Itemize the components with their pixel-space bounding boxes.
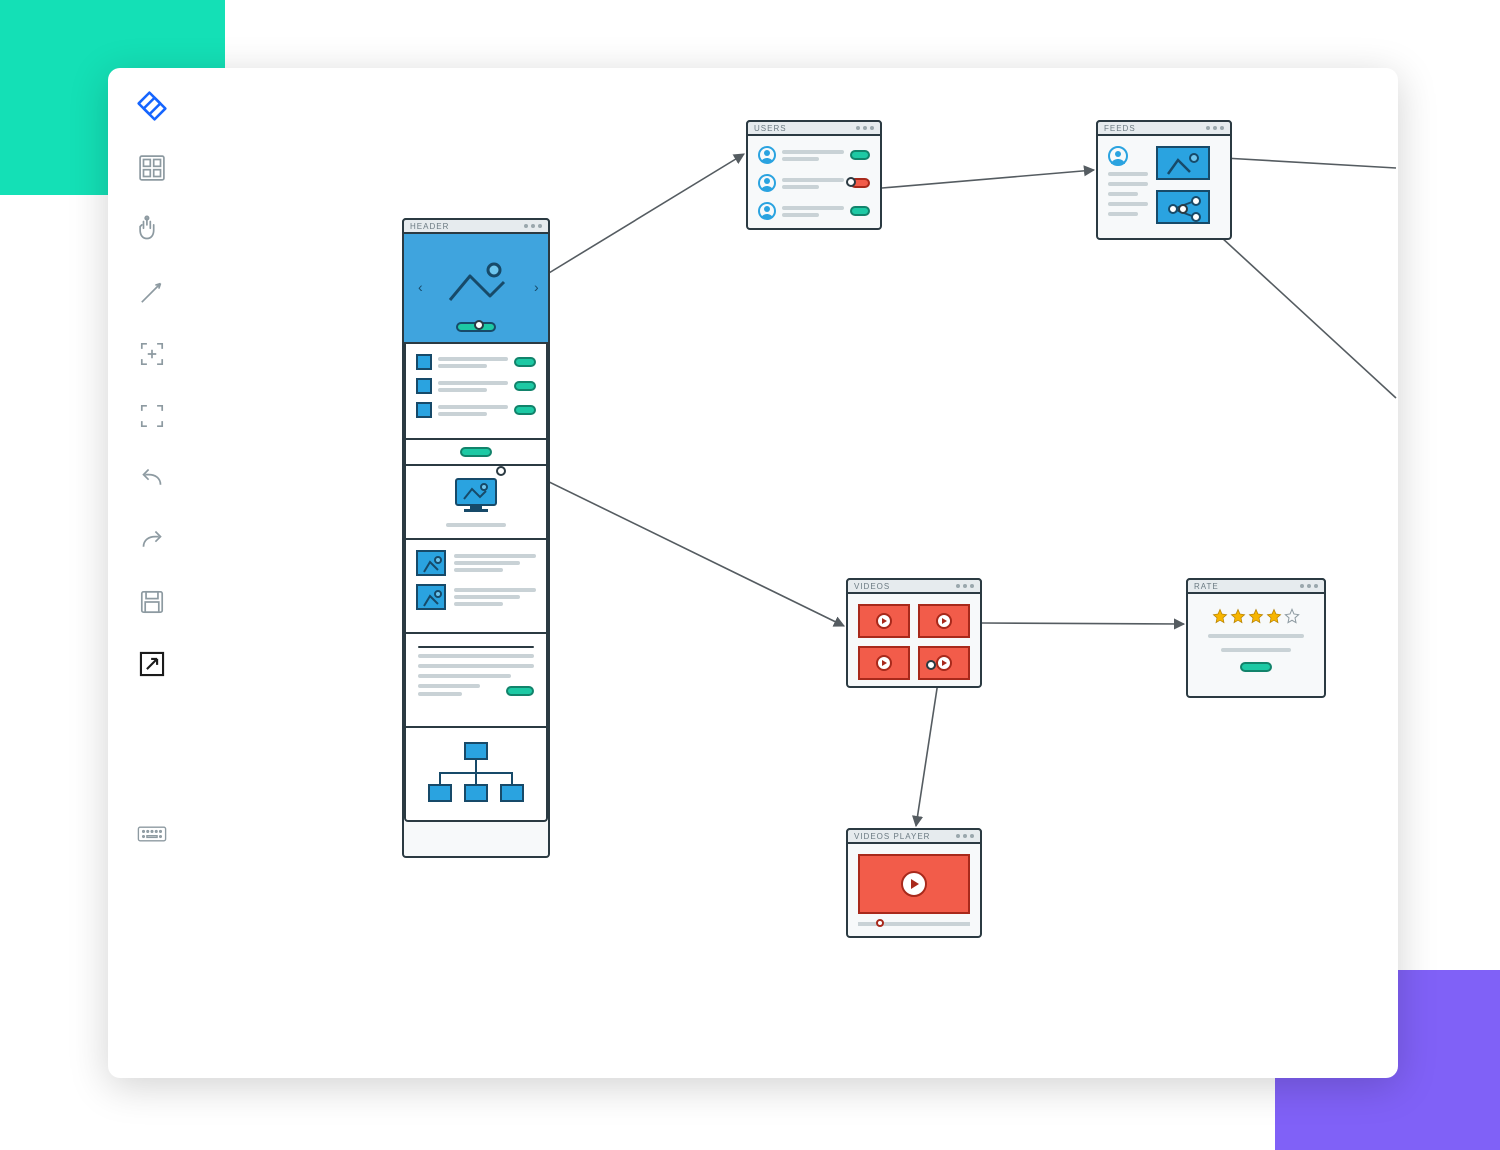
wireframe-videos[interactable]: VIDEOS [846,578,982,688]
toolbar [118,78,186,856]
window-dots-icon [956,834,974,838]
wireframe-icon[interactable] [130,146,174,190]
arrow-icon[interactable] [130,270,174,314]
frame-icon[interactable] [130,394,174,438]
avatar-icon [758,146,776,164]
window-dots-icon [524,224,542,228]
avatar-icon [758,174,776,192]
wireframe-titlebar: RATE [1186,578,1326,594]
sitemap-icon [421,739,531,809]
wireframe-feeds[interactable]: FEEDS [1096,120,1232,240]
feed-tile [1156,190,1210,224]
frame-add-icon[interactable] [130,332,174,376]
hero-section: ‹ › [404,234,548,344]
video-tile [918,646,970,680]
logo-icon[interactable] [130,84,174,128]
star-rating [1212,608,1300,624]
play-icon [901,871,927,897]
star-icon [1212,608,1228,624]
star-icon [1230,608,1246,624]
wireframe-body [848,844,980,936]
wireframe-title: VIDEOS PLAYER [854,832,930,841]
wireframe-body [1098,136,1230,238]
undo-icon[interactable] [130,456,174,500]
tiles-section [404,540,548,634]
hotspot-icon[interactable] [1178,204,1188,214]
list-item [416,402,536,418]
hotspot-icon[interactable] [474,320,484,330]
player-screen [858,854,970,914]
hotspot-icon[interactable] [496,466,506,476]
cta-section [404,440,548,466]
wireframe-title: VIDEOS [854,582,890,591]
redo-icon[interactable] [130,518,174,562]
editor-panel: HEADER ‹ › [108,68,1398,1078]
wireframe-rate[interactable]: RATE [1186,578,1326,698]
play-icon [876,613,892,629]
monitor-section [404,466,548,540]
video-tile [918,604,970,638]
play-icon [936,655,952,671]
avatar-icon [1108,146,1128,166]
keyboard-icon[interactable] [130,812,174,856]
hotspot-icon[interactable] [926,660,936,670]
wireframe-body [1188,594,1324,696]
hotspot-icon[interactable] [846,177,856,187]
video-tile [858,604,910,638]
play-icon [936,613,952,629]
wireframe-titlebar: USERS [746,120,882,136]
window-dots-icon [856,126,874,130]
canvas[interactable]: HEADER ‹ › [186,68,1398,1078]
list-item [416,354,536,370]
sitemap-section [404,728,548,822]
window-dots-icon [1206,126,1224,130]
video-tile [858,646,910,680]
cta-button [460,447,492,457]
submit-button [1240,662,1272,672]
wireframe-body [848,594,980,686]
window-dots-icon [956,584,974,588]
wireframe-titlebar: FEEDS [1096,120,1232,136]
wireframe-titlebar: VIDEOS [846,578,982,594]
progress-bar [858,922,970,926]
svg-text:‹: ‹ [418,279,423,295]
wireframe-titlebar: HEADER [402,218,550,234]
toggle-off-icon [850,178,870,188]
image-placeholder-icon [1158,148,1212,182]
wireframe-title: USERS [754,124,787,133]
star-empty-icon [1284,608,1300,624]
wireframe-video-player[interactable]: VIDEOS PLAYER [846,828,982,938]
wireframe-users[interactable]: USERS [746,120,882,230]
pointer-icon[interactable] [130,208,174,252]
user-row [758,174,870,192]
wireframe-title: RATE [1194,582,1219,591]
wireframe-title: FEEDS [1104,124,1136,133]
toggle-on-icon [850,206,870,216]
user-row [758,146,870,164]
wireframe-title: HEADER [410,222,449,231]
window-dots-icon [1300,584,1318,588]
play-icon [876,655,892,671]
avatar-icon [758,202,776,220]
monitor-icon [450,477,502,517]
save-icon[interactable] [130,580,174,624]
wireframe-titlebar: VIDEOS PLAYER [846,828,982,844]
wireframe-body: ‹ › [404,234,548,856]
wireframe-header[interactable]: HEADER ‹ › [402,218,550,858]
wireframe-body [748,136,880,228]
star-icon [1266,608,1282,624]
user-row [758,202,870,220]
svg-text:›: › [534,279,539,295]
toggle-on-icon [850,150,870,160]
resize-icon[interactable] [130,642,174,686]
list-section [404,344,548,440]
list-item [416,378,536,394]
star-icon [1248,608,1264,624]
feed-tile [1156,146,1210,180]
text-section [404,634,548,728]
